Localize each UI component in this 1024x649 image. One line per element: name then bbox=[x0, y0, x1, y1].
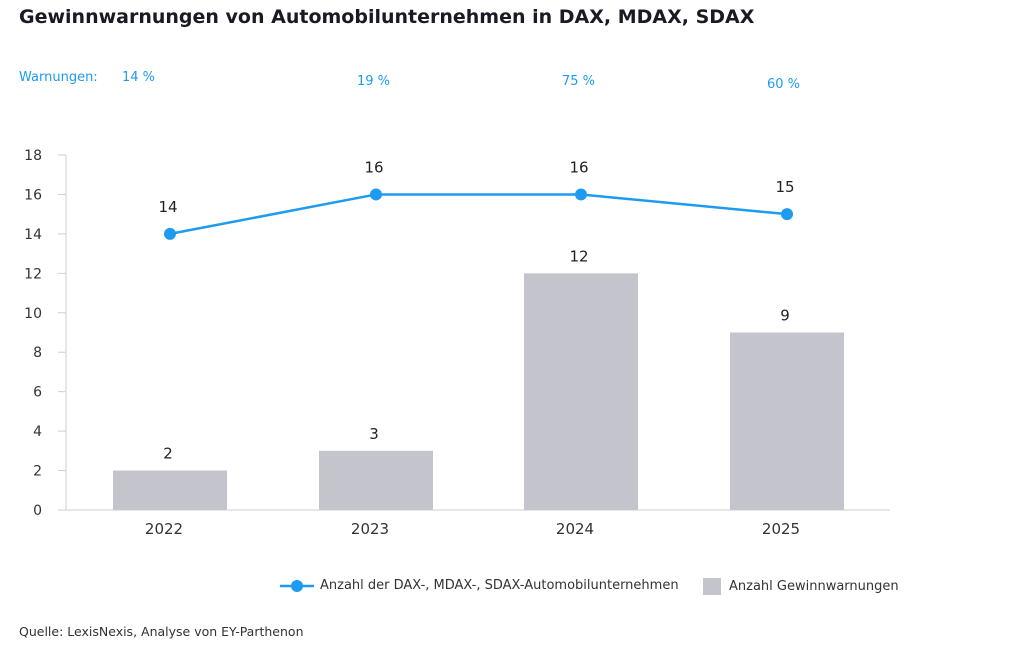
source-note: Quelle: LexisNexis, Analyse von EY-Parth… bbox=[19, 624, 304, 639]
legend-bar-swatch-icon bbox=[703, 578, 721, 595]
line-data-label: 14 bbox=[158, 198, 177, 216]
legend-label-bar: Anzahl Gewinnwarnungen bbox=[729, 579, 899, 594]
legend-item-bar: Anzahl Gewinnwarnungen bbox=[703, 578, 899, 595]
y-tick-label: 16 bbox=[24, 187, 42, 203]
x-tick-label: 2022 bbox=[145, 520, 183, 538]
legend-label-line: Anzahl der DAX-, MDAX-, SDAX-Automobilun… bbox=[320, 578, 679, 593]
warnings-pct-2023: 19 % bbox=[357, 74, 391, 89]
y-tick-label: 6 bbox=[33, 385, 42, 401]
bar-data-label: 12 bbox=[569, 247, 588, 265]
warnings-label: Warnungen: bbox=[19, 70, 98, 85]
line-data-label: 16 bbox=[569, 158, 588, 176]
x-tick-label: 2024 bbox=[556, 520, 594, 538]
bar bbox=[730, 332, 844, 510]
legend-line-marker-icon bbox=[280, 579, 314, 592]
y-tick-label: 8 bbox=[33, 345, 42, 361]
warnings-pct-2022: 14 % bbox=[122, 70, 156, 85]
y-tick-label: 4 bbox=[33, 424, 42, 440]
line-point bbox=[370, 188, 382, 201]
bar bbox=[524, 273, 638, 510]
bar bbox=[113, 470, 227, 510]
y-tick-label: 0 bbox=[33, 503, 42, 519]
line-data-label: 16 bbox=[364, 158, 383, 176]
line-data-label: 15 bbox=[775, 178, 794, 196]
legend-item-line: Anzahl der DAX-, MDAX-, SDAX-Automobilun… bbox=[280, 578, 679, 593]
bar bbox=[319, 450, 433, 510]
line-point bbox=[575, 188, 587, 201]
x-tick-label: 2023 bbox=[351, 520, 389, 538]
bar-data-label: 3 bbox=[369, 425, 379, 443]
warnings-pct-2025: 60 % bbox=[767, 77, 801, 92]
y-tick-label: 12 bbox=[24, 266, 42, 282]
line-point bbox=[781, 208, 793, 221]
y-tick-label: 10 bbox=[24, 306, 42, 322]
line-series-path bbox=[169, 193, 788, 236]
x-tick-label: 2025 bbox=[762, 520, 800, 538]
line-point bbox=[164, 227, 176, 240]
y-tick-label: 2 bbox=[33, 464, 42, 480]
bar-data-label: 9 bbox=[780, 307, 790, 325]
y-tick-label: 14 bbox=[24, 227, 42, 243]
warnings-pct-2024: 75 % bbox=[562, 74, 596, 89]
bar-data-label: 2 bbox=[163, 445, 173, 463]
chart-plot: 0 2 4 6 8 10 12 14 16 18 2 3 12 9 14 16 16 15 2022 2023 2… bbox=[24, 148, 890, 538]
y-tick-label: 18 bbox=[24, 148, 42, 164]
chart-title: Gewinnwarnungen von Automobilunternehmen… bbox=[19, 6, 755, 28]
